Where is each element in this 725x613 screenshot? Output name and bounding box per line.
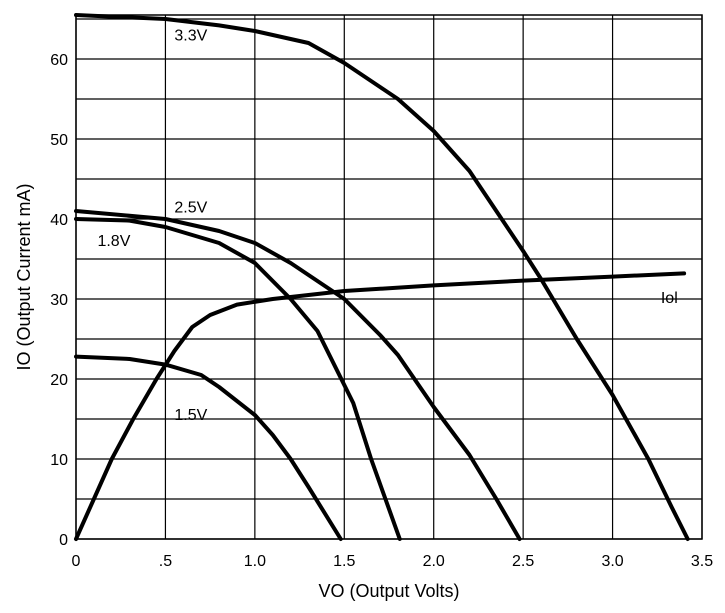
- curve-2-5v: [74, 209, 522, 541]
- x-tick-label: 1.5: [333, 553, 355, 570]
- curve-label: 1.5V: [174, 407, 207, 424]
- y-tick-label: 40: [50, 212, 68, 229]
- y-tick-label: 10: [50, 452, 68, 469]
- curve-label: 1.8V: [97, 233, 130, 250]
- x-tick-label: 3.0: [601, 553, 623, 570]
- x-tick-label: 0: [72, 553, 81, 570]
- plot-frame: [75, 14, 703, 540]
- y-tick-label: 20: [50, 372, 68, 389]
- curves: [74, 13, 690, 541]
- curve-1-8v: [74, 217, 402, 541]
- grid-lines: [75, 15, 703, 540]
- curve-label: 3.3V: [174, 28, 207, 45]
- y-tick-label: 50: [50, 132, 68, 149]
- x-tick-label: 2.5: [512, 553, 534, 570]
- x-tick-label: 3.5: [691, 553, 713, 570]
- tick-labels: 0 .5 1.0 1.5 2.0 2.5 3.0 3.5 0 10 20 30 40 50 60: [50, 52, 713, 570]
- y-axis-label: IO (Output Current mA): [14, 183, 34, 370]
- curve-labels: 3.3V 2.5V 1.8V 1.5V Iol: [97, 28, 677, 424]
- y-tick-label: 30: [50, 292, 68, 309]
- y-tick-label: 0: [59, 532, 68, 549]
- x-tick-label: 2.0: [423, 553, 445, 570]
- curve-1-5v: [74, 354, 343, 541]
- curve-3-3v: [74, 13, 690, 541]
- x-axis-label: VO (Output Volts): [318, 581, 459, 601]
- curve-label: Iol: [661, 290, 678, 307]
- x-tick-label: 1.0: [244, 553, 266, 570]
- y-tick-label: 60: [50, 52, 68, 69]
- curve-label: 2.5V: [174, 200, 207, 217]
- curve-iol: [74, 271, 687, 541]
- x-tick-label: .5: [159, 553, 172, 570]
